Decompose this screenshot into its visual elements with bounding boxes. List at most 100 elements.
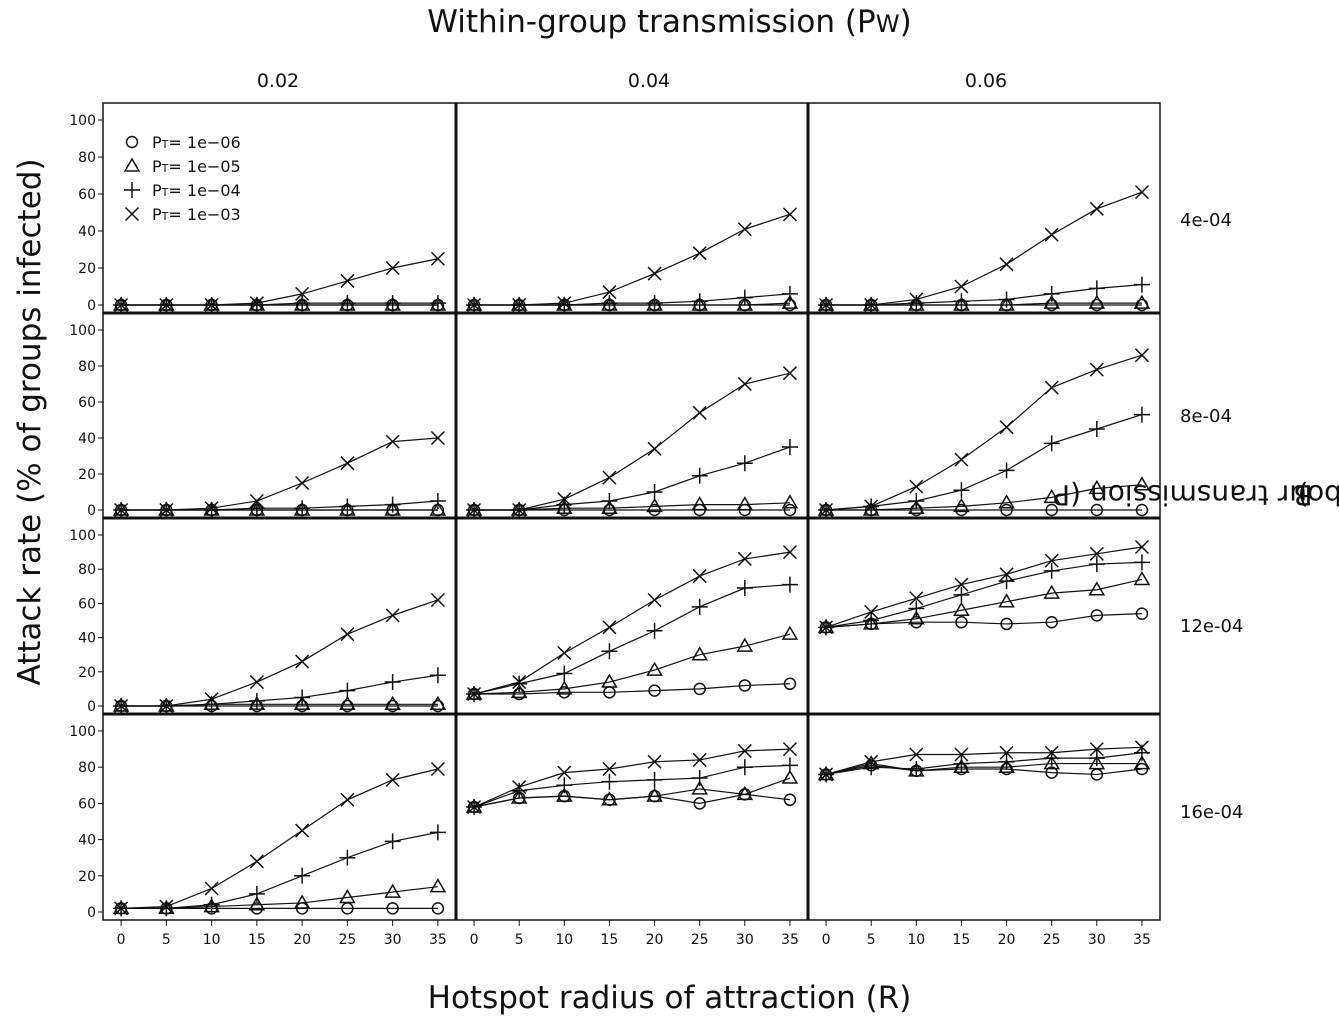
point-cross xyxy=(954,577,969,592)
point-plus xyxy=(908,295,925,312)
point-cross xyxy=(954,452,969,467)
plot-frame xyxy=(102,102,1161,921)
point-triangle xyxy=(953,497,970,513)
point-plus xyxy=(736,455,753,472)
point-plus xyxy=(998,291,1015,308)
x-tick-label: 20 xyxy=(998,932,1016,948)
point-cross xyxy=(1089,546,1104,561)
point-cross xyxy=(999,745,1014,760)
point-circle xyxy=(1090,609,1104,622)
y-tick-label: 60 xyxy=(78,395,96,411)
point-cross xyxy=(249,675,264,690)
series-line-cross xyxy=(826,191,1143,306)
point-cross xyxy=(512,297,527,313)
y-tick-label: 40 xyxy=(78,224,96,240)
legend-circle-icon xyxy=(125,135,139,149)
point-plus xyxy=(953,586,970,603)
point-circle xyxy=(1045,766,1058,779)
column-label-3: 0.06 xyxy=(964,70,1008,92)
series-line-triangle xyxy=(826,578,1143,628)
point-plus xyxy=(953,482,970,499)
point-triangle xyxy=(736,637,754,652)
point-cross xyxy=(1134,539,1149,555)
point-circle xyxy=(431,902,445,915)
point-plus xyxy=(646,622,663,639)
panel-r4-c2: 0 5 10 15 20 25 30 35 xyxy=(465,742,799,948)
point-cross xyxy=(467,502,482,518)
point-plus xyxy=(1043,435,1060,452)
y-tick-label: 0 xyxy=(87,503,96,519)
point-plus xyxy=(953,293,970,310)
point-plus xyxy=(691,293,708,310)
point-cross xyxy=(999,567,1014,582)
point-triangle xyxy=(510,789,528,804)
point-triangle xyxy=(691,646,708,661)
point-cross xyxy=(249,493,264,509)
point-cross xyxy=(864,499,879,514)
point-cross xyxy=(385,608,400,623)
series-line-circle xyxy=(474,683,790,695)
point-plus xyxy=(1043,285,1060,302)
point-cross xyxy=(1044,380,1059,395)
point-triangle xyxy=(862,615,880,630)
point-triangle xyxy=(384,695,401,711)
point-triangle xyxy=(998,593,1015,608)
point-triangle xyxy=(998,758,1015,773)
point-triangle xyxy=(953,758,970,773)
point-triangle xyxy=(908,610,925,625)
point-cross xyxy=(430,592,445,608)
point-cross xyxy=(692,246,707,261)
x-tick-label: 25 xyxy=(691,932,709,948)
point-cross xyxy=(159,698,174,714)
point-cross xyxy=(204,692,219,707)
series-line-plus xyxy=(474,446,791,511)
point-cross xyxy=(647,592,662,608)
point-triangle xyxy=(646,661,663,676)
point-cross xyxy=(692,405,707,420)
point-triangle xyxy=(248,896,266,911)
point-plus xyxy=(1088,421,1105,437)
point-cross xyxy=(114,901,129,916)
y-tick-label: 60 xyxy=(78,596,96,612)
point-circle xyxy=(693,682,706,696)
series-line-plus xyxy=(473,583,790,695)
series-line-cross xyxy=(121,258,439,306)
point-plus xyxy=(646,771,663,788)
point-cross xyxy=(557,645,572,661)
point-cross xyxy=(864,754,879,769)
point-cross xyxy=(340,792,355,807)
point-triangle xyxy=(293,894,311,909)
point-cross xyxy=(249,854,264,869)
point-cross xyxy=(647,441,662,456)
point-cross xyxy=(909,747,924,762)
point-cross xyxy=(385,434,400,449)
point-cross xyxy=(114,502,129,518)
y-tick-label: 40 xyxy=(78,431,96,447)
legend-triangle-icon xyxy=(123,157,141,172)
point-plus xyxy=(781,757,798,774)
point-triangle xyxy=(556,787,573,802)
point-circle xyxy=(738,679,752,692)
point-circle xyxy=(1000,617,1013,631)
point-cross xyxy=(909,292,924,307)
point-plus xyxy=(339,849,356,866)
point-cross xyxy=(557,765,572,780)
point-circle xyxy=(783,677,797,691)
panel-r3-c3 xyxy=(817,539,1151,636)
point-triangle xyxy=(953,601,970,616)
point-triangle xyxy=(1043,488,1060,504)
point-cross xyxy=(647,754,662,769)
point-triangle xyxy=(384,501,401,516)
point-plus xyxy=(248,500,265,517)
point-triangle xyxy=(691,296,708,311)
panel-r1-c3 xyxy=(817,185,1151,313)
point-plus xyxy=(646,484,663,500)
point-plus xyxy=(781,285,798,302)
point-plus xyxy=(248,297,265,313)
point-cross xyxy=(782,545,797,560)
point-cross xyxy=(602,620,617,635)
point-plus xyxy=(998,573,1015,590)
point-cross xyxy=(1134,740,1149,755)
point-plus xyxy=(294,689,311,706)
